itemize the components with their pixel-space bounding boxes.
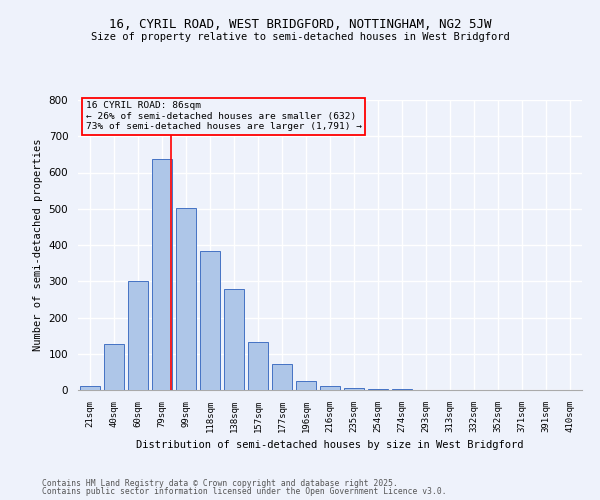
Text: Contains public sector information licensed under the Open Government Licence v3: Contains public sector information licen… [42, 487, 446, 496]
Bar [248, 342, 268, 390]
Bar [128, 280, 148, 390]
Bar [296, 381, 316, 390]
Bar [272, 364, 292, 390]
Text: Size of property relative to semi-detached houses in West Bridgford: Size of property relative to semi-detach… [91, 32, 509, 42]
Text: 16, CYRIL ROAD, WEST BRIDGFORD, NOTTINGHAM, NG2 5JW: 16, CYRIL ROAD, WEST BRIDGFORD, NOTTINGH… [109, 18, 491, 30]
Bar [104, 344, 124, 390]
Bar [176, 208, 196, 390]
Bar [344, 388, 364, 390]
X-axis label: Distribution of semi-detached houses by size in West Bridgford: Distribution of semi-detached houses by … [136, 440, 524, 450]
Bar [200, 251, 220, 390]
Bar [80, 386, 100, 390]
Text: 16 CYRIL ROAD: 86sqm
← 26% of semi-detached houses are smaller (632)
73% of semi: 16 CYRIL ROAD: 86sqm ← 26% of semi-detac… [86, 102, 362, 132]
Y-axis label: Number of semi-detached properties: Number of semi-detached properties [33, 138, 43, 352]
Bar [320, 386, 340, 390]
Bar [152, 158, 172, 390]
Bar [224, 289, 244, 390]
Text: Contains HM Land Registry data © Crown copyright and database right 2025.: Contains HM Land Registry data © Crown c… [42, 478, 398, 488]
